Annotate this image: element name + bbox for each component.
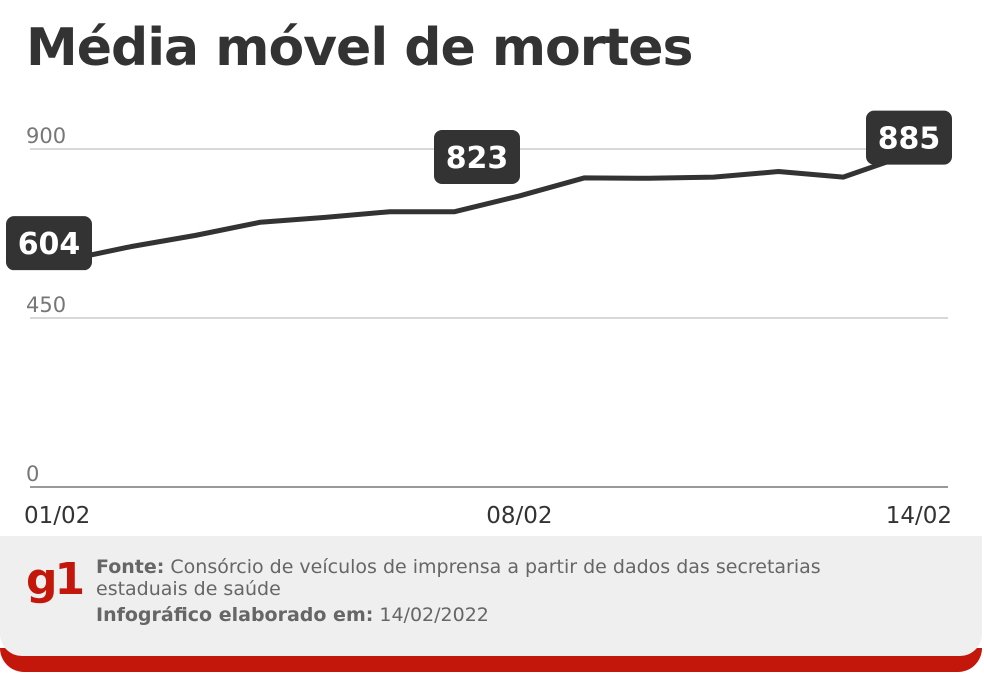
made-label: Infográfico elaborado em: <box>96 604 374 626</box>
callout-box <box>6 216 92 271</box>
callout-box <box>434 129 520 184</box>
line-chart: 0 450 900 01/02 08/02 14/02 604 823 885 <box>6 110 952 529</box>
y-tick-label: 900 <box>26 124 66 148</box>
g1-logo: g1 <box>26 554 85 605</box>
callout-label: 604 <box>18 227 81 262</box>
series-line <box>63 152 911 263</box>
y-tick-label: 450 <box>26 293 66 317</box>
made-date-note: Infográfico elaborado em: 14/02/2022 <box>96 604 489 626</box>
footer-background <box>0 536 982 656</box>
source-label: Fonte: <box>96 556 165 578</box>
x-tick-label: 14/02 <box>886 503 952 529</box>
source-note: Fonte: Consórcio de veículos de imprensa… <box>96 556 916 600</box>
y-tick-label: 0 <box>26 462 39 486</box>
x-tick-label: 01/02 <box>24 503 90 529</box>
callout-box <box>866 110 952 165</box>
source-text: Consórcio de veículos de imprensa a part… <box>96 556 821 600</box>
callout-label: 885 <box>878 122 941 157</box>
footer: g1 Fonte: Consórcio de veículos de impre… <box>0 536 984 680</box>
x-tick-label: 08/02 <box>486 503 552 529</box>
made-date: 14/02/2022 <box>373 604 489 626</box>
chart-title: Média móvel de mortes <box>26 18 693 78</box>
callout-label: 823 <box>446 141 509 176</box>
